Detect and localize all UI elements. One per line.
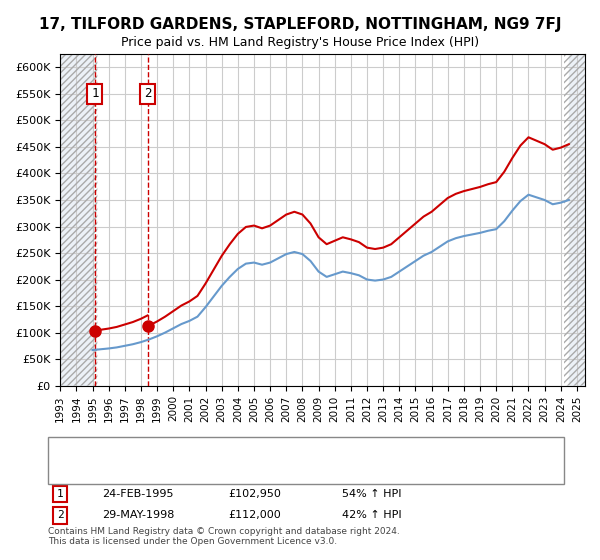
- Text: HPI: Average price, detached house, Broxtowe: HPI: Average price, detached house, Brox…: [102, 463, 344, 473]
- Text: £102,950: £102,950: [228, 489, 281, 499]
- Text: Contains HM Land Registry data © Crown copyright and database right 2024.
This d: Contains HM Land Registry data © Crown c…: [48, 526, 400, 546]
- Text: 1: 1: [56, 489, 64, 499]
- Text: 29-MAY-1998: 29-MAY-1998: [102, 510, 175, 520]
- Text: 54% ↑ HPI: 54% ↑ HPI: [342, 489, 401, 499]
- Text: 17, TILFORD GARDENS, STAPLEFORD, NOTTINGHAM, NG9 7FJ: 17, TILFORD GARDENS, STAPLEFORD, NOTTING…: [39, 17, 561, 32]
- Text: 24-FEB-1995: 24-FEB-1995: [102, 489, 173, 499]
- Text: 17, TILFORD GARDENS, STAPLEFORD, NOTTINGHAM, NG9 7FJ (detached house): 17, TILFORD GARDENS, STAPLEFORD, NOTTING…: [102, 446, 515, 456]
- Text: 1: 1: [91, 87, 98, 100]
- Bar: [60, 54, 92, 386]
- Text: Price paid vs. HM Land Registry's House Price Index (HPI): Price paid vs. HM Land Registry's House …: [121, 36, 479, 49]
- Bar: [569, 54, 585, 386]
- Text: 2: 2: [144, 87, 151, 100]
- Text: £112,000: £112,000: [228, 510, 281, 520]
- Text: 2: 2: [56, 510, 64, 520]
- Text: 42% ↑ HPI: 42% ↑ HPI: [342, 510, 401, 520]
